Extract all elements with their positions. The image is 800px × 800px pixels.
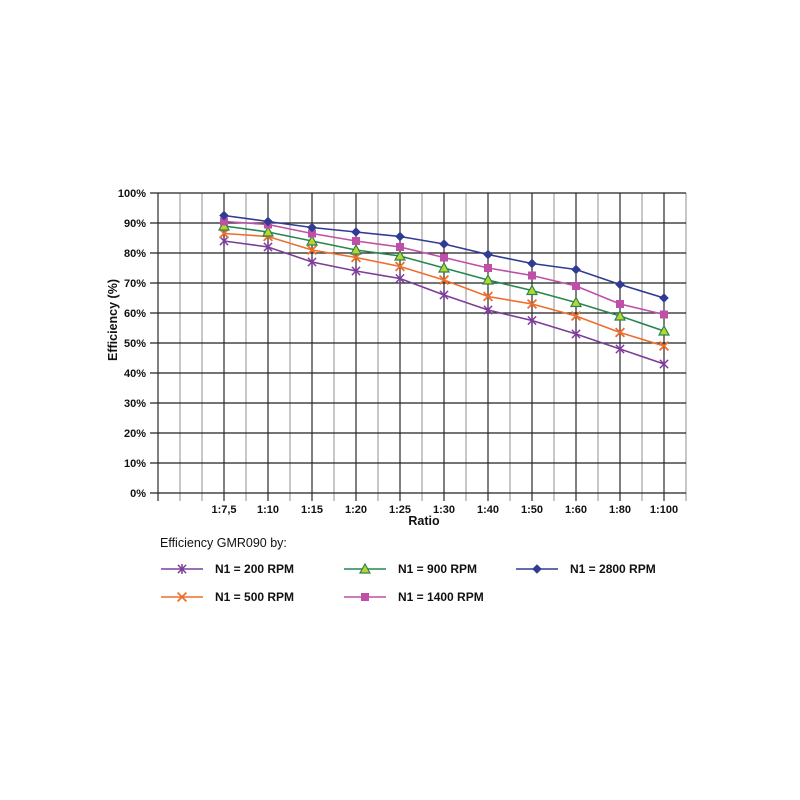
legend-item-label: N1 = 500 RPM	[215, 590, 295, 604]
y-tick-label: 70%	[124, 278, 146, 290]
legend-item-n1-1900-rpm: N1 = 900 RPM	[343, 559, 515, 579]
legend-item-n1-1500-rpm: N1 = 500 RPM	[160, 587, 343, 607]
legend-item-n1-1200-rpm: N1 = 200 RPM	[160, 559, 343, 579]
legend-item-n1-11400-rpm: N1 = 1400 RPM	[343, 587, 515, 607]
x-tick-label: 1:60	[565, 504, 587, 516]
y-axis-title: Efficiency (%)	[106, 279, 120, 361]
data-series-1200-rpm	[219, 236, 669, 369]
x-axis-title: Ratio	[408, 514, 440, 528]
legend-item-label: N1 = 1400 RPM	[398, 590, 484, 604]
y-tick-label: 90%	[124, 218, 146, 230]
legend-marker-star-icon	[161, 564, 203, 574]
data-series-1900-rpm	[217, 219, 671, 336]
chart-legend: Efficiency GMR090 by: N1 = 200 RPM N1 = 9…	[160, 536, 680, 607]
x-tick-label: 1:50	[521, 504, 543, 516]
x-tick-label: 1:80	[609, 504, 631, 516]
legend-item-label: N1 = 2800 RPM	[570, 562, 656, 576]
x-tick-label: 1:10	[257, 504, 279, 516]
y-tick-label: 80%	[124, 248, 146, 260]
legend-item-label: N1 = 200 RPM	[215, 562, 295, 576]
legend-marker-triangle-icon	[344, 562, 386, 574]
x-tick-label: 1:7,5	[211, 504, 236, 516]
legend-marker-diamond-icon	[516, 564, 558, 574]
x-tick-label: 1:25	[389, 504, 411, 516]
x-tick-label: 1:40	[477, 504, 499, 516]
y-tick-label: 100%	[118, 188, 146, 200]
x-tick-label: 1:30	[433, 504, 455, 516]
legend-title: Efficiency GMR090 by:	[160, 536, 287, 550]
data-series-11400-rpm	[220, 217, 668, 319]
y-tick-label: 20%	[124, 428, 146, 440]
y-tick-label: 40%	[124, 368, 146, 380]
y-tick-label: 50%	[124, 338, 146, 350]
y-tick-label: 30%	[124, 398, 146, 410]
x-tick-label: 1:20	[345, 504, 367, 516]
legend-items: N1 = 200 RPM N1 = 900 RPM N1 = 2800 RPM N1 …	[160, 559, 680, 607]
y-tick-label: 60%	[124, 308, 146, 320]
y-tick-label: 0%	[130, 488, 146, 500]
legend-item-label: N1 = 900 RPM	[398, 562, 478, 576]
data-series-12800-rpm	[219, 210, 669, 303]
x-tick-label: 1:100	[650, 504, 678, 516]
x-tick-label: 1:15	[301, 504, 323, 516]
legend-marker-x-icon	[161, 591, 203, 603]
y-tick-label: 10%	[124, 458, 146, 470]
legend-item-n1-12800-rpm: N1 = 2800 RPM	[515, 559, 680, 579]
legend-marker-square-icon	[344, 593, 386, 601]
